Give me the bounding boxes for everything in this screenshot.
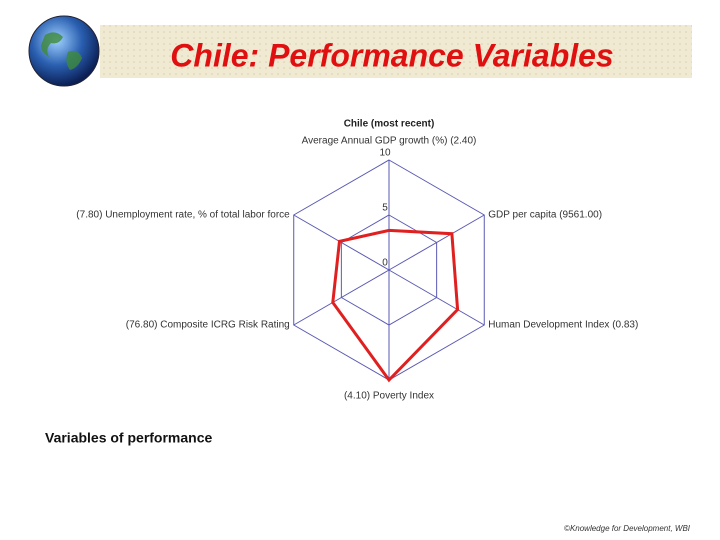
axis-label: GDP per capita (9561.00) xyxy=(488,210,602,221)
tick-label: 0 xyxy=(382,258,388,269)
axis-label: Human Development Index (0.83) xyxy=(488,320,638,331)
title-band xyxy=(100,25,692,78)
spoke xyxy=(388,269,485,326)
page-title: Chile: Performance Variables xyxy=(170,37,613,73)
chart-title: Chile (most recent) xyxy=(344,119,435,130)
axis-label: (7.80) Unemployment rate, % of total lab… xyxy=(76,210,290,221)
data-polygon xyxy=(331,228,460,383)
axis-label: Average Annual GDP growth (%) (2.40) xyxy=(302,136,477,147)
tick-label: 5 xyxy=(382,203,388,214)
spoke xyxy=(388,214,485,271)
globe-land xyxy=(41,32,82,70)
axis-label: (76.80) Composite ICRG Risk Rating xyxy=(126,320,290,331)
section-heading: Variables of performance xyxy=(45,430,213,446)
footer: ©Knowledge for Development, WBI xyxy=(564,524,691,533)
tick-label: 10 xyxy=(379,148,391,159)
spoke xyxy=(293,269,390,326)
globe-icon xyxy=(28,15,100,87)
axis-label: (4.10) Poverty Index xyxy=(344,391,434,402)
